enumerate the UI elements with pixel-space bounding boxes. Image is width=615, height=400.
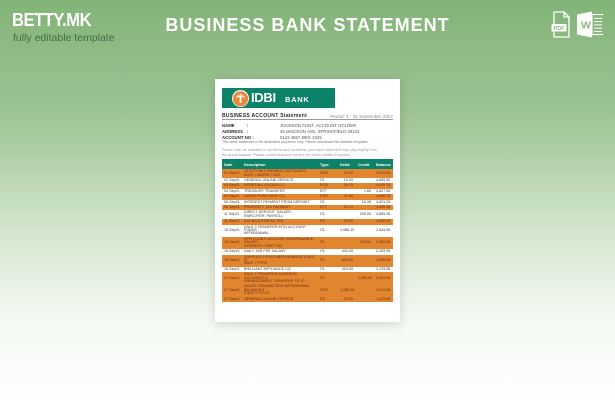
svg-text:W: W bbox=[581, 20, 591, 32]
svg-text:PDF: PDF bbox=[554, 26, 565, 32]
